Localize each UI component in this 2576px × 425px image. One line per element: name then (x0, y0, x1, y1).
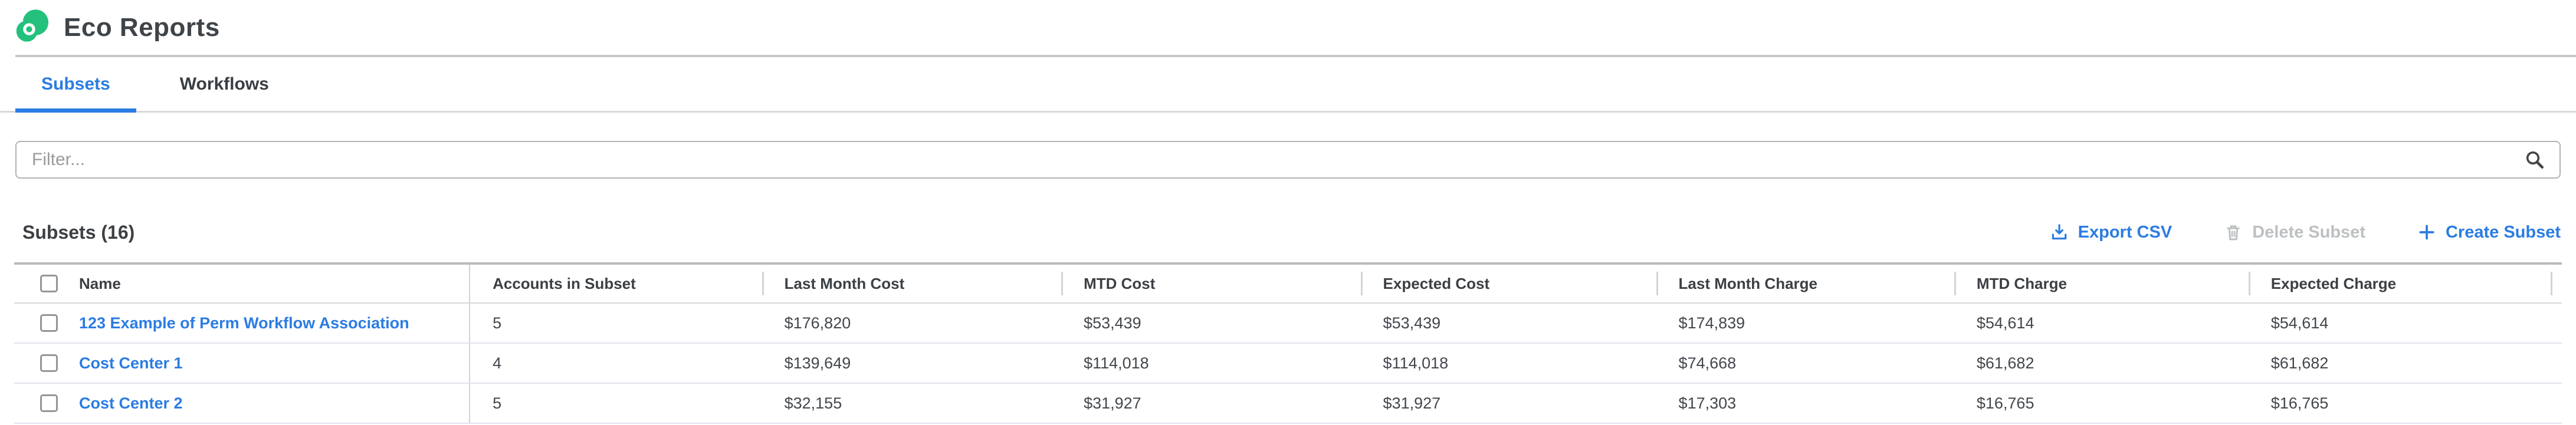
cell-mtd-cost: $31,927 (1084, 394, 1141, 412)
cell-mtd-charge: $61,682 (1976, 354, 2034, 372)
delete-subset-button[interactable]: Delete Subset (2224, 223, 2365, 242)
row-checkbox[interactable] (40, 354, 58, 372)
column-header-label: Last Month Charge (1678, 274, 1817, 292)
column-header-label: MTD Charge (1976, 274, 2067, 292)
subsets-count-heading: Subsets (16) (22, 221, 135, 243)
header-cell-mtd-cost: MTD Cost (1061, 265, 1360, 302)
column-header-label: MTD Cost (1084, 274, 1156, 292)
header-cell-expected-cost: Expected Cost (1360, 265, 1656, 302)
subset-name-link[interactable]: 123 Example of Perm Workflow Association (79, 314, 409, 332)
cell-spacer (2551, 344, 2562, 383)
tab-workflows[interactable]: Workflows (154, 57, 295, 111)
cell-expected-charge: $61,682 (2270, 354, 2329, 372)
delete-subset-label: Delete Subset (2252, 222, 2365, 242)
cell-last-month-charge: $74,668 (1678, 354, 1737, 372)
row-checkbox[interactable] (40, 314, 58, 332)
header-cell-accounts: Accounts in Subset (470, 265, 762, 302)
filter-input[interactable] (15, 141, 2561, 179)
column-header-label: Last Month Cost (784, 274, 905, 292)
table-row: Cost Center 1 4 $139,649 $114,018 $114,0… (14, 344, 2562, 384)
cell-spacer (2551, 384, 2562, 423)
header-cell-last-month-charge: Last Month Charge (1656, 265, 1954, 302)
cell-name: Cost Center 1 (14, 344, 471, 383)
cell-name: 123 Example of Perm Workflow Association (14, 304, 471, 342)
column-header-label: Expected Cost (1383, 274, 1490, 292)
eco-swirl-icon (12, 9, 49, 47)
cell-mtd-charge: $16,765 (1976, 394, 2034, 412)
column-header-label: Expected Charge (2270, 274, 2397, 292)
cell-mtd-charge: $54,614 (1976, 314, 2034, 332)
cell-last-month-charge: $174,839 (1678, 314, 1745, 332)
subsets-table: Name Accounts in Subset Last Month Cost … (14, 262, 2562, 424)
row-checkbox[interactable] (40, 394, 58, 412)
download-icon (2052, 224, 2066, 240)
export-csv-button[interactable]: Export CSV (2050, 222, 2173, 242)
create-subset-button[interactable]: Create Subset (2417, 223, 2561, 242)
subset-name-link[interactable]: Cost Center 2 (79, 394, 183, 412)
cell-name: Cost Center 2 (14, 384, 471, 423)
column-header-label: Name (79, 274, 121, 292)
cell-last-month-cost: $176,820 (784, 314, 851, 332)
header-cell-spacer (2550, 265, 2562, 302)
filter-bar (15, 141, 2561, 179)
trash-icon (2227, 225, 2240, 240)
table-row: Cost Center 2 5 $32,155 $31,927 $31,927 … (14, 384, 2562, 424)
column-header-label: Accounts in Subset (493, 274, 636, 292)
cell-last-month-charge: $17,303 (1678, 394, 1737, 412)
cell-accounts: 4 (493, 354, 502, 372)
cell-spacer (2551, 304, 2562, 342)
cell-expected-charge: $54,614 (2270, 314, 2329, 332)
cell-expected-cost: $53,439 (1383, 314, 1441, 332)
tabbar: Subsets Workflows (0, 57, 2576, 113)
cell-expected-cost: $31,927 (1383, 394, 1441, 412)
header-cell-name: Name (14, 265, 471, 302)
export-csv-label: Export CSV (2078, 222, 2173, 242)
cell-last-month-cost: $139,649 (784, 354, 851, 372)
header-cell-last-month-cost: Last Month Cost (762, 265, 1061, 302)
toolbar-actions: Export CSV Delete Subset Create Subset (2050, 223, 2561, 242)
header-divider (15, 55, 2576, 57)
create-subset-label: Create Subset (2445, 222, 2561, 242)
header-cell-expected-charge: Expected Charge (2248, 265, 2551, 302)
table-row: 123 Example of Perm Workflow Association… (14, 304, 2562, 344)
cell-mtd-cost: $53,439 (1084, 314, 1141, 332)
tab-workflows-label: Workflows (179, 74, 269, 94)
cell-expected-cost: $114,018 (1383, 354, 1449, 372)
cell-mtd-cost: $114,018 (1084, 354, 1149, 372)
page-title: Eco Reports (64, 12, 220, 42)
tab-subsets-label: Subsets (41, 74, 110, 94)
cell-accounts: 5 (493, 394, 502, 412)
tab-subsets[interactable]: Subsets (15, 57, 136, 113)
plus-icon (2419, 225, 2434, 240)
cell-accounts: 5 (493, 314, 502, 332)
header-cell-mtd-charge: MTD Charge (1954, 265, 2249, 302)
cell-last-month-cost: $32,155 (784, 394, 842, 412)
search-icon[interactable] (2524, 149, 2545, 170)
subsets-toolbar: Subsets (16) Export CSV Delete Subset Cr… (15, 212, 2561, 253)
cell-expected-charge: $16,765 (2270, 394, 2329, 412)
subset-name-link[interactable]: Cost Center 1 (79, 354, 183, 372)
select-all-checkbox[interactable] (40, 275, 58, 292)
app-header: Eco Reports (0, 0, 2576, 55)
table-header-row: Name Accounts in Subset Last Month Cost … (14, 262, 2562, 304)
